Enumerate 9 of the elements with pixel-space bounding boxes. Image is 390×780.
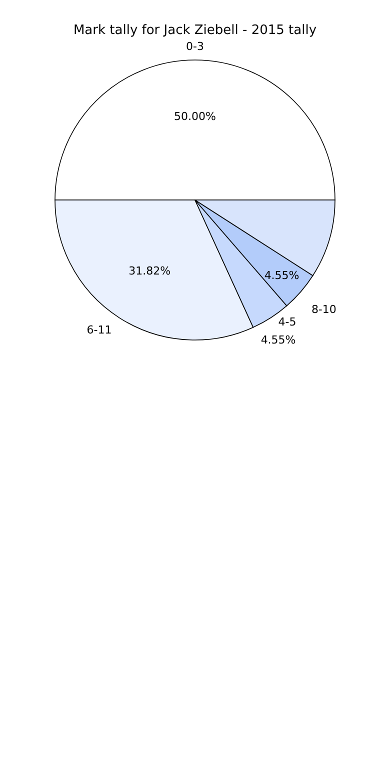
- slice-label: 0-3: [186, 40, 204, 53]
- data-label: 31.82%: [128, 264, 171, 278]
- chart-title: Mark tally for Jack Ziebell - 2015 tally: [73, 23, 317, 38]
- data-label: 4.55%: [260, 334, 296, 347]
- slice-label: 4-5: [278, 316, 296, 329]
- data-label: 50.00%: [174, 110, 216, 123]
- slice-label: 6-11: [86, 324, 112, 337]
- data-label: 4.55%: [264, 269, 300, 282]
- slice-label: 8-10: [311, 302, 336, 316]
